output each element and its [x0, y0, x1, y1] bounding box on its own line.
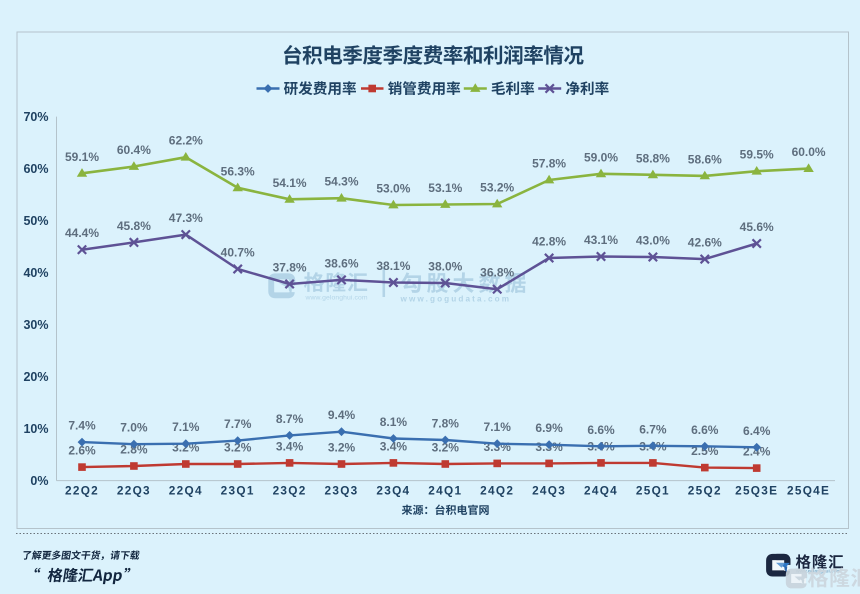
- svg-text:60%: 60%: [23, 162, 48, 176]
- svg-text:38.6%: 38.6%: [324, 256, 358, 270]
- svg-text:7.8%: 7.8%: [432, 417, 460, 431]
- svg-text:40.7%: 40.7%: [221, 246, 255, 260]
- svg-text:54.1%: 54.1%: [273, 176, 307, 190]
- svg-text:23Q1: 23Q1: [221, 483, 255, 497]
- svg-text:7.4%: 7.4%: [68, 419, 96, 433]
- svg-text:3.2%: 3.2%: [328, 441, 356, 455]
- svg-text:62.2%: 62.2%: [169, 134, 203, 148]
- svg-text:58.6%: 58.6%: [688, 152, 722, 166]
- svg-text:2.6%: 2.6%: [68, 444, 96, 458]
- svg-text:8.1%: 8.1%: [380, 415, 408, 429]
- svg-text:56.3%: 56.3%: [221, 164, 255, 178]
- svg-text:57.8%: 57.8%: [532, 157, 566, 171]
- svg-text:42.6%: 42.6%: [688, 236, 722, 250]
- svg-text:6.4%: 6.4%: [743, 424, 771, 438]
- svg-text:45.8%: 45.8%: [117, 219, 151, 233]
- svg-text:36.8%: 36.8%: [480, 266, 514, 280]
- svg-text:www.gelonghui.com: www.gelonghui.com: [795, 569, 841, 574]
- svg-text:2.8%: 2.8%: [120, 443, 148, 457]
- svg-text:50%: 50%: [23, 214, 48, 228]
- svg-text:70%: 70%: [23, 110, 48, 124]
- svg-text:45.6%: 45.6%: [740, 220, 774, 234]
- svg-text:24Q3: 24Q3: [532, 483, 566, 497]
- svg-text:www.gelonghui.com: www.gelonghui.com: [305, 295, 368, 302]
- svg-text:44.4%: 44.4%: [65, 226, 99, 240]
- svg-text:6.6%: 6.6%: [691, 423, 719, 437]
- svg-text:24Q1: 24Q1: [428, 483, 462, 497]
- svg-text:58.8%: 58.8%: [636, 151, 670, 165]
- svg-text:59.1%: 59.1%: [65, 150, 99, 164]
- svg-text:6.7%: 6.7%: [639, 422, 667, 436]
- svg-text:42.8%: 42.8%: [532, 235, 566, 249]
- svg-text:7.7%: 7.7%: [224, 417, 252, 431]
- svg-text:23Q4: 23Q4: [376, 483, 410, 497]
- svg-text:59.5%: 59.5%: [740, 148, 774, 162]
- svg-text:9.4%: 9.4%: [328, 408, 356, 422]
- svg-text:25Q3E: 25Q3E: [735, 483, 778, 497]
- svg-text:60.0%: 60.0%: [792, 145, 826, 159]
- svg-text:47.3%: 47.3%: [169, 211, 203, 225]
- svg-text:30%: 30%: [23, 318, 48, 332]
- svg-text:22Q3: 22Q3: [117, 483, 151, 497]
- svg-text:53.2%: 53.2%: [480, 181, 514, 195]
- svg-text:25Q4E: 25Q4E: [787, 483, 830, 497]
- svg-text:6.6%: 6.6%: [587, 423, 615, 437]
- svg-text:0%: 0%: [30, 474, 48, 488]
- svg-text:60.4%: 60.4%: [117, 143, 151, 157]
- svg-text:22Q2: 22Q2: [65, 483, 99, 497]
- svg-text:7.0%: 7.0%: [120, 421, 148, 435]
- svg-text:53.0%: 53.0%: [376, 182, 410, 196]
- svg-text:6.9%: 6.9%: [535, 421, 563, 435]
- svg-text:43.0%: 43.0%: [636, 234, 670, 248]
- svg-text:25Q2: 25Q2: [688, 483, 722, 497]
- svg-text:40%: 40%: [23, 266, 48, 280]
- svg-text:53.1%: 53.1%: [428, 181, 462, 195]
- svg-text:38.0%: 38.0%: [428, 260, 462, 274]
- svg-text:www.gogudata.com: www.gogudata.com: [400, 295, 512, 304]
- svg-text:10%: 10%: [23, 422, 48, 436]
- svg-text:23Q3: 23Q3: [324, 483, 358, 497]
- svg-text:37.8%: 37.8%: [273, 261, 307, 275]
- svg-text:3.4%: 3.4%: [276, 439, 304, 453]
- svg-text:38.1%: 38.1%: [376, 259, 410, 273]
- svg-text:20%: 20%: [23, 370, 48, 384]
- svg-text:8.7%: 8.7%: [276, 412, 304, 426]
- svg-text:54.3%: 54.3%: [324, 175, 358, 189]
- svg-text:24Q2: 24Q2: [480, 483, 514, 497]
- svg-text:23Q2: 23Q2: [273, 483, 307, 497]
- svg-text:3.4%: 3.4%: [380, 439, 408, 453]
- svg-text:59.0%: 59.0%: [584, 150, 618, 164]
- svg-text:3.2%: 3.2%: [224, 441, 252, 455]
- svg-text:43.1%: 43.1%: [584, 233, 618, 247]
- svg-text:22Q4: 22Q4: [169, 483, 203, 497]
- svg-text:7.1%: 7.1%: [484, 420, 512, 434]
- svg-text:24Q4: 24Q4: [584, 483, 618, 497]
- svg-text:3.2%: 3.2%: [432, 441, 460, 455]
- svg-text:25Q1: 25Q1: [636, 483, 670, 497]
- svg-text:7.1%: 7.1%: [172, 420, 200, 434]
